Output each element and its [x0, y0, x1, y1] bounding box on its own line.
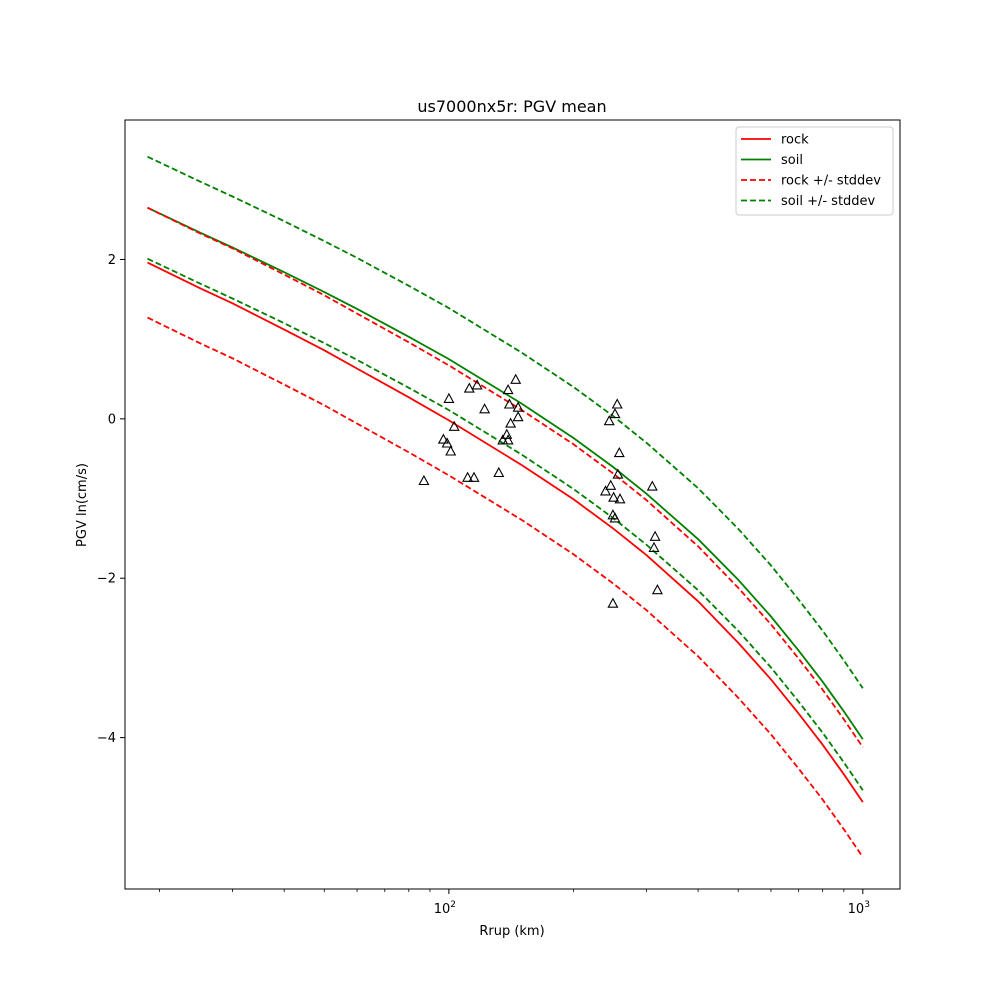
observation-point	[649, 530, 661, 541]
observation-point	[503, 398, 515, 409]
chart-title: us7000nx5r: PGV mean	[417, 97, 606, 116]
legend-label: rock	[781, 133, 809, 148]
observation-point	[603, 415, 615, 426]
y-tick-label: 0	[108, 412, 116, 427]
observation-point	[418, 474, 430, 486]
observation-point	[505, 417, 517, 428]
x-axis-label: Rrup (km)	[479, 924, 544, 939]
x-tick-label: 103	[848, 900, 870, 917]
plot-area-frame	[124, 119, 901, 890]
observation-point	[448, 420, 460, 431]
observation-point	[646, 480, 658, 491]
x-tick-label-exponent: 3	[864, 900, 870, 910]
x-axis: 102 103	[159, 889, 870, 917]
legend-label: soil	[781, 153, 803, 168]
observation-point	[471, 379, 483, 390]
observation-point	[502, 383, 514, 395]
observation-point	[651, 584, 663, 595]
y-axis-label: PGV ln(cm/s)	[75, 463, 90, 547]
observation-point	[608, 491, 620, 502]
x-tick-label-base: 10	[848, 902, 865, 917]
observation-point	[479, 403, 491, 414]
observation-markers	[418, 373, 663, 608]
legend-label: rock +/- stddev	[781, 174, 881, 189]
series-line-band-3	[147, 316, 864, 858]
series-line-band-5	[147, 257, 864, 791]
legend-box	[735, 126, 894, 216]
observation-point	[510, 373, 522, 384]
x-tick-label-base: 10	[434, 902, 451, 917]
observation-point	[607, 597, 619, 608]
observation-point	[502, 434, 514, 445]
observation-point	[599, 485, 612, 496]
observation-point	[609, 407, 621, 419]
legend-entries: rock soil rock +/- stddev soil +/- stddev	[741, 133, 881, 209]
observation-point	[493, 466, 505, 478]
observation-point	[497, 434, 509, 445]
y-tick-label: −4	[97, 731, 116, 746]
observation-point	[463, 382, 475, 393]
observation-point	[512, 411, 524, 422]
series-line-rock-0	[147, 261, 864, 803]
y-tick-label: 2	[108, 253, 116, 268]
curves	[147, 155, 864, 858]
observation-point	[445, 445, 457, 456]
observation-point	[648, 541, 660, 552]
observation-point	[462, 471, 474, 482]
observation-point	[443, 392, 455, 403]
observation-point	[612, 468, 624, 479]
observation-point	[605, 479, 617, 490]
legend: rock soil rock +/- stddev soil +/- stddev	[735, 126, 894, 216]
series-line-soil-stddev-4	[147, 155, 864, 689]
series-line-rock-stddev-2	[147, 206, 864, 748]
series-line-soil-1	[147, 206, 864, 740]
observation-point	[437, 433, 449, 444]
observation-point	[611, 398, 623, 409]
x-tick-label: 102	[434, 900, 456, 917]
observation-point	[468, 471, 480, 482]
legend-label: soil +/- stddev	[781, 194, 876, 209]
y-tick-label: −2	[97, 572, 116, 587]
x-tick-label-exponent: 2	[450, 900, 456, 910]
observation-point	[441, 437, 453, 448]
observation-point	[613, 446, 625, 458]
observation-point	[614, 493, 626, 504]
observation-point	[609, 512, 621, 523]
y-axis: 2 0 −2 −4	[97, 253, 125, 746]
